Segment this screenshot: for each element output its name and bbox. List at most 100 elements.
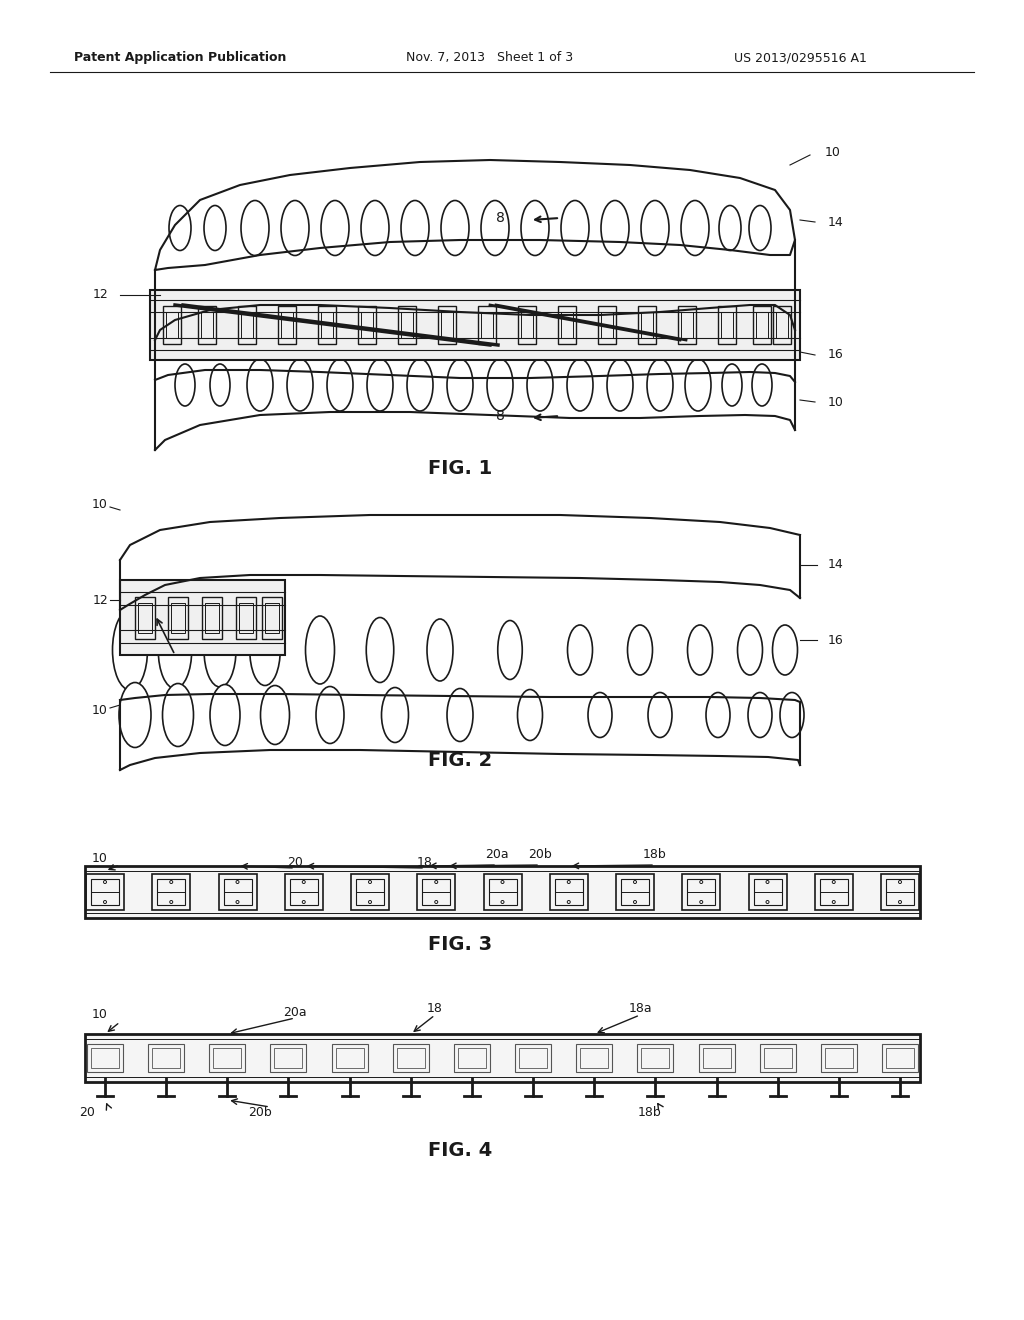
Ellipse shape: [487, 359, 513, 411]
Ellipse shape: [588, 693, 612, 738]
Text: 16: 16: [828, 348, 844, 362]
Bar: [198, 306, 216, 345]
Bar: [637, 1044, 674, 1072]
Bar: [223, 879, 252, 906]
Text: 10: 10: [92, 1008, 108, 1022]
Bar: [91, 879, 119, 906]
Bar: [702, 1048, 730, 1068]
Ellipse shape: [447, 689, 473, 742]
Text: 14: 14: [828, 558, 844, 572]
Bar: [361, 312, 373, 338]
Ellipse shape: [427, 619, 453, 681]
Bar: [478, 306, 496, 345]
Ellipse shape: [163, 684, 194, 747]
Text: 20b: 20b: [528, 849, 552, 862]
Bar: [86, 874, 124, 909]
Bar: [641, 312, 653, 338]
Bar: [85, 1034, 920, 1082]
Text: US 2013/0295516 A1: US 2013/0295516 A1: [733, 51, 866, 65]
Bar: [270, 1044, 306, 1072]
Bar: [678, 306, 696, 345]
Bar: [285, 874, 323, 909]
Bar: [332, 1044, 368, 1072]
Bar: [236, 597, 256, 639]
Text: Nov. 7, 2013   Sheet 1 of 3: Nov. 7, 2013 Sheet 1 of 3: [407, 51, 573, 65]
Ellipse shape: [260, 685, 290, 744]
Bar: [401, 312, 413, 338]
Bar: [356, 879, 384, 906]
Bar: [682, 874, 720, 909]
Ellipse shape: [241, 201, 269, 256]
Ellipse shape: [367, 359, 393, 411]
Bar: [820, 879, 848, 906]
Bar: [681, 312, 693, 338]
Bar: [358, 306, 376, 345]
Bar: [163, 306, 181, 345]
Bar: [91, 1048, 119, 1068]
Ellipse shape: [159, 611, 191, 689]
Bar: [135, 597, 155, 639]
Ellipse shape: [498, 620, 522, 680]
Text: FIG. 1: FIG. 1: [428, 458, 493, 478]
Ellipse shape: [204, 206, 226, 251]
Ellipse shape: [628, 624, 652, 675]
Bar: [555, 879, 583, 906]
Bar: [756, 312, 768, 338]
Ellipse shape: [780, 693, 804, 738]
Ellipse shape: [204, 612, 236, 686]
Bar: [764, 1048, 792, 1068]
Bar: [519, 1048, 547, 1068]
Text: 12: 12: [92, 289, 108, 301]
Bar: [417, 874, 456, 909]
Bar: [773, 306, 791, 345]
Ellipse shape: [641, 201, 669, 256]
Ellipse shape: [281, 201, 309, 256]
Bar: [687, 879, 715, 906]
Text: 12: 12: [92, 594, 108, 606]
Bar: [239, 602, 253, 632]
Text: Patent Application Publication: Patent Application Publication: [74, 51, 286, 65]
Bar: [201, 312, 213, 338]
Bar: [458, 1048, 486, 1068]
Bar: [521, 312, 534, 338]
Text: 10: 10: [92, 499, 108, 511]
Ellipse shape: [169, 206, 191, 251]
Bar: [441, 312, 453, 338]
Ellipse shape: [305, 616, 335, 684]
Ellipse shape: [250, 615, 281, 685]
Text: 10: 10: [828, 396, 844, 408]
Bar: [488, 879, 516, 906]
Ellipse shape: [447, 359, 473, 411]
Bar: [218, 874, 256, 909]
Ellipse shape: [517, 689, 543, 741]
Bar: [168, 597, 188, 639]
Bar: [698, 1044, 734, 1072]
Text: 18b: 18b: [638, 1106, 662, 1118]
Bar: [483, 874, 521, 909]
Bar: [760, 1044, 796, 1072]
Bar: [278, 306, 296, 345]
Ellipse shape: [748, 693, 772, 738]
Bar: [205, 602, 219, 632]
Ellipse shape: [607, 359, 633, 411]
Text: 10: 10: [92, 851, 108, 865]
Bar: [886, 1048, 914, 1068]
Ellipse shape: [521, 201, 549, 256]
Bar: [290, 879, 317, 906]
Bar: [776, 312, 788, 338]
Ellipse shape: [722, 364, 742, 407]
Bar: [577, 1044, 612, 1072]
Bar: [241, 312, 253, 338]
Bar: [718, 306, 736, 345]
Bar: [825, 1048, 853, 1068]
Bar: [422, 879, 451, 906]
Bar: [518, 306, 536, 345]
Ellipse shape: [321, 201, 349, 256]
Bar: [209, 1044, 246, 1072]
Ellipse shape: [210, 364, 230, 407]
Ellipse shape: [119, 682, 151, 747]
Bar: [153, 874, 190, 909]
Text: 8: 8: [496, 409, 505, 422]
Ellipse shape: [327, 359, 353, 411]
Bar: [398, 306, 416, 345]
